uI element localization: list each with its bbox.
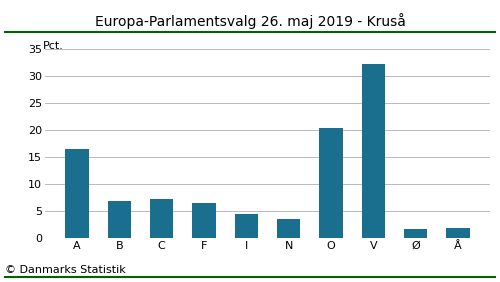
Bar [150,199,173,238]
Bar [404,228,427,238]
Bar [320,128,342,238]
Bar [362,64,385,238]
Bar [108,202,131,238]
Bar [234,215,258,238]
Bar [192,203,216,238]
Text: Europa-Parlamentsvalg 26. maj 2019 - Kruså: Europa-Parlamentsvalg 26. maj 2019 - Kru… [94,13,406,29]
Bar [65,149,88,238]
Bar [277,219,300,238]
Text: © Danmarks Statistik: © Danmarks Statistik [5,265,126,275]
Bar [446,228,470,238]
Text: Pct.: Pct. [43,41,64,51]
